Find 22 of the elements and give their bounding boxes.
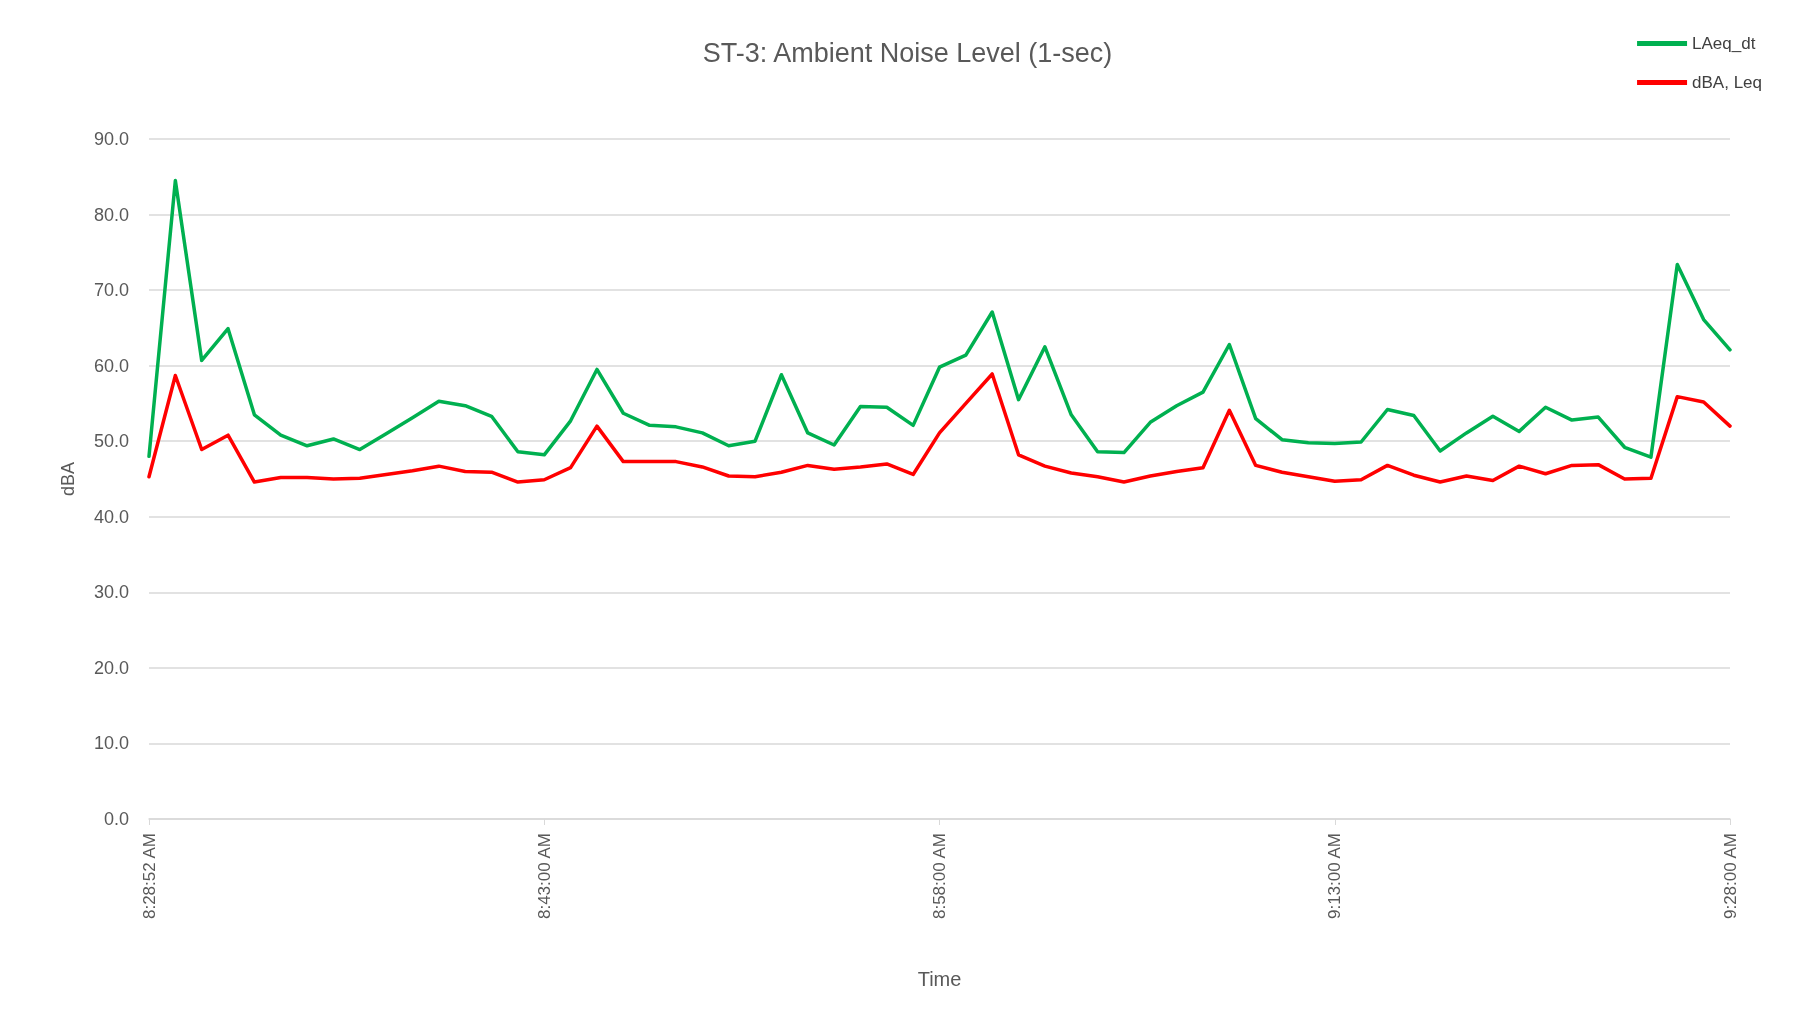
- y-tick-label: 90.0: [93, 129, 129, 149]
- x-tick-label: 8:28:52 AM: [139, 833, 159, 920]
- x-tick-label: 8:43:00 AM: [534, 833, 554, 920]
- y-tick-label: 20.0: [93, 657, 129, 678]
- chart-title: ST-3: Ambient Noise Level (1-sec): [702, 37, 1113, 68]
- y-tick-label: 0.0: [103, 809, 129, 829]
- y-tick-label: 70.0: [93, 280, 129, 301]
- x-tick-label: 9:13:00 AM: [1325, 833, 1345, 920]
- legend-label: LAeq_dt: [1692, 34, 1756, 53]
- y-tick-label: 50.0: [93, 431, 129, 452]
- x-axis-title: Time: [917, 968, 962, 990]
- y-tick-label: 40.0: [93, 506, 129, 527]
- y-axis-title: dBA: [58, 461, 78, 497]
- y-tick-label: 80.0: [93, 204, 129, 225]
- x-tick-label: 8:58:00 AM: [930, 833, 949, 920]
- y-tick-label: 60.0: [93, 355, 129, 376]
- legend-label: dBA, Leq: [1692, 73, 1763, 92]
- y-tick-label: 30.0: [93, 582, 129, 603]
- x-tick-label: 9:28:00 AM: [1720, 833, 1740, 920]
- line-series: [147, 178, 1732, 459]
- line-series: [147, 372, 1732, 484]
- y-tick-label: 10.0: [93, 733, 129, 754]
